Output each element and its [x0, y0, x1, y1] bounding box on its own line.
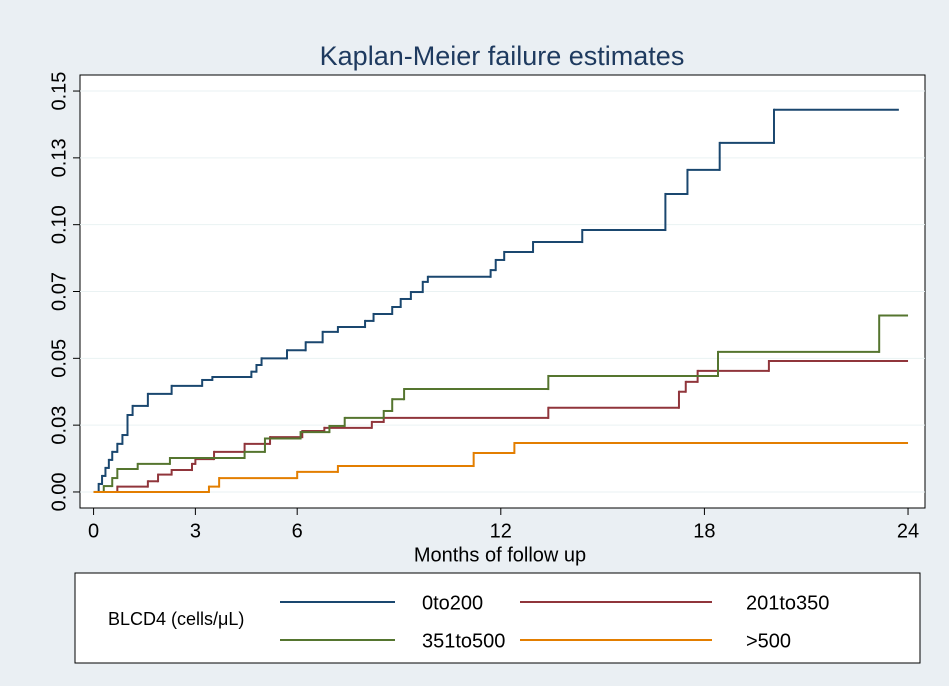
- x-axis-title: Months of follow up: [414, 544, 586, 566]
- legend-label: 0to200: [422, 592, 483, 614]
- y-tick-label: 0.15: [48, 72, 70, 111]
- y-tick-label: 0.07: [48, 272, 70, 311]
- legend-box: [74, 572, 921, 664]
- legend-label: 351to500: [422, 630, 505, 652]
- legend-label: >500: [746, 630, 791, 652]
- y-tick-label: 0.10: [48, 205, 70, 244]
- x-tick-label: 18: [693, 520, 715, 542]
- y-tick-label: 0.03: [48, 406, 70, 445]
- y-tick-label: 0.13: [48, 138, 70, 177]
- legend-title: BLCD4 (cells/μL): [108, 609, 244, 629]
- x-tick-label: 24: [897, 520, 919, 542]
- legend-label: 201to350: [746, 592, 829, 614]
- y-tick-label: 0.05: [48, 339, 70, 378]
- x-tick-label: 12: [490, 520, 512, 542]
- x-tick-label: 3: [190, 520, 201, 542]
- x-tick-label: 6: [292, 520, 303, 542]
- y-tick-label: 0.00: [48, 472, 70, 511]
- x-tick-label: 0: [88, 520, 99, 542]
- chart-title: Kaplan-Meier failure estimates: [320, 41, 685, 71]
